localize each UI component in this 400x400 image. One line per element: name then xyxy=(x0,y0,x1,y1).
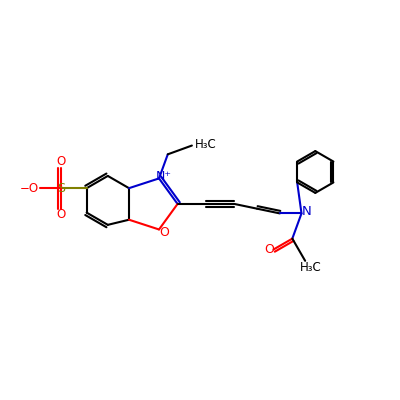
Text: O: O xyxy=(56,155,66,168)
Text: −O: −O xyxy=(20,182,39,195)
Text: N⁺: N⁺ xyxy=(156,170,172,183)
Text: N: N xyxy=(301,205,311,218)
Text: S: S xyxy=(57,182,65,195)
Text: O: O xyxy=(159,226,169,239)
Text: H₃C: H₃C xyxy=(195,138,216,151)
Text: H₃C: H₃C xyxy=(300,262,322,274)
Text: O: O xyxy=(264,243,274,256)
Text: O: O xyxy=(56,208,66,221)
